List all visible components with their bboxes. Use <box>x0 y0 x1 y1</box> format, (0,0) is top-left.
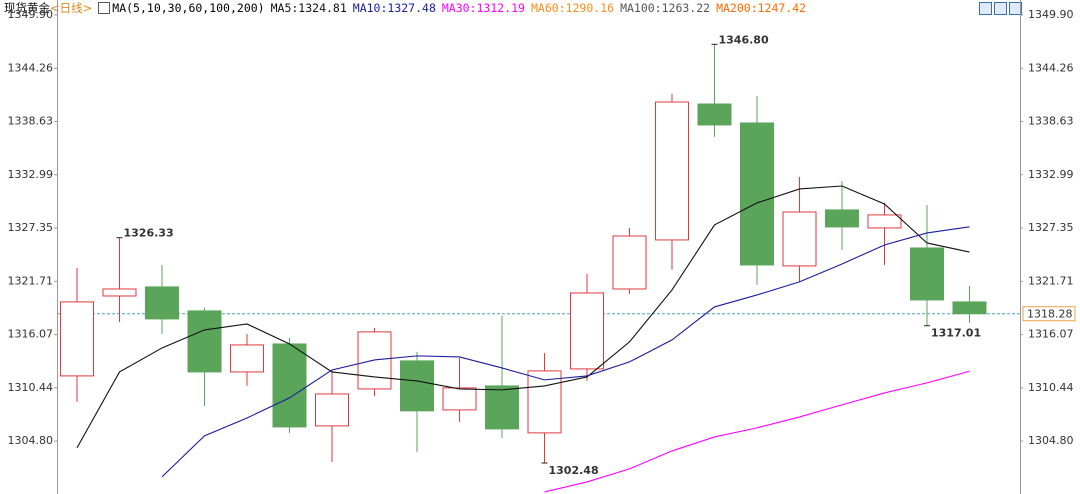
toolbar <box>979 2 1022 15</box>
legend-entry: MA60:1290.16 <box>530 1 615 15</box>
annotation-label: 1326.33 <box>124 227 174 240</box>
candle-body <box>145 286 179 320</box>
legend-entry: MA200:1247.42 <box>716 1 807 15</box>
candle-body <box>697 103 732 126</box>
y-tick-label-right: 1344.26 <box>1028 61 1074 74</box>
candle-body <box>272 343 307 428</box>
y-tick-label-right: 1332.99 <box>1028 168 1074 181</box>
legend-entry: MA5:1324.81 <box>270 1 347 15</box>
y-tick-label-right: 1316.07 <box>1028 328 1074 341</box>
candle-body <box>442 387 477 411</box>
legend-entry: MA100:1263.22 <box>620 1 711 15</box>
y-tick-label-right: 1327.35 <box>1028 221 1074 234</box>
annotation-label: 1302.48 <box>549 464 599 477</box>
annotation-label: 1346.80 <box>719 33 769 46</box>
candle-body <box>782 211 817 267</box>
subtitle: <日线> <box>50 1 93 15</box>
candle-body <box>655 101 689 241</box>
candle-body <box>825 209 859 228</box>
candle-body <box>187 310 222 373</box>
tool-button[interactable] <box>1009 2 1022 15</box>
candle-body <box>315 393 349 427</box>
title: 现货黄金 <box>4 1 50 15</box>
legend-entry: MA30:1312.19 <box>441 1 525 15</box>
ma-line <box>76 185 970 449</box>
legend-entry: MA10:1327.48 <box>352 1 436 15</box>
legend-icon[interactable] <box>98 2 111 14</box>
candle-body <box>867 214 902 229</box>
candle-body <box>485 385 519 430</box>
y-tick-label: 1327.35 <box>8 221 54 234</box>
candle-body <box>102 288 137 297</box>
candle-body <box>60 301 94 377</box>
y-tick-label: 1332.99 <box>8 168 54 181</box>
y-tick-label-right: 1310.44 <box>1028 381 1074 394</box>
ma-line <box>544 370 970 493</box>
y-tick-label: 1344.26 <box>8 61 54 74</box>
y-tick-label: 1310.44 <box>8 381 54 394</box>
candle-body <box>612 235 647 290</box>
candle-body <box>400 360 434 412</box>
y-tick-label-right: 1349.90 <box>1028 8 1074 21</box>
current-price-label: 1318.28 <box>1027 308 1073 321</box>
y-tick-label: 1304.80 <box>8 434 54 447</box>
tool-button[interactable] <box>979 2 992 15</box>
header: 现货黄金 <日线> MA(5,10,30,60,100,200) MA5:132… <box>4 0 806 16</box>
y-tick-label: 1349.90 <box>8 8 54 21</box>
candle-body <box>527 370 562 434</box>
candle-body <box>230 344 264 373</box>
y-tick-label-right: 1338.63 <box>1028 114 1074 127</box>
current-price-box <box>1022 306 1076 322</box>
y-tick-label-right: 1321.71 <box>1028 274 1074 287</box>
candle-body <box>952 301 987 315</box>
y-tick-label: 1321.71 <box>8 274 54 287</box>
legend-title: MA(5,10,30,60,100,200) <box>112 1 265 15</box>
candle-body <box>740 122 774 266</box>
y-tick-label: 1316.07 <box>8 328 54 341</box>
candle-body <box>570 292 604 370</box>
annotation-label: 1317.01 <box>931 327 981 340</box>
ma-line <box>161 226 970 478</box>
candle-body <box>910 247 944 301</box>
y-tick-label: 1338.63 <box>8 114 54 127</box>
tool-button[interactable] <box>994 2 1007 15</box>
y-tick-label-right: 1304.80 <box>1028 434 1074 447</box>
